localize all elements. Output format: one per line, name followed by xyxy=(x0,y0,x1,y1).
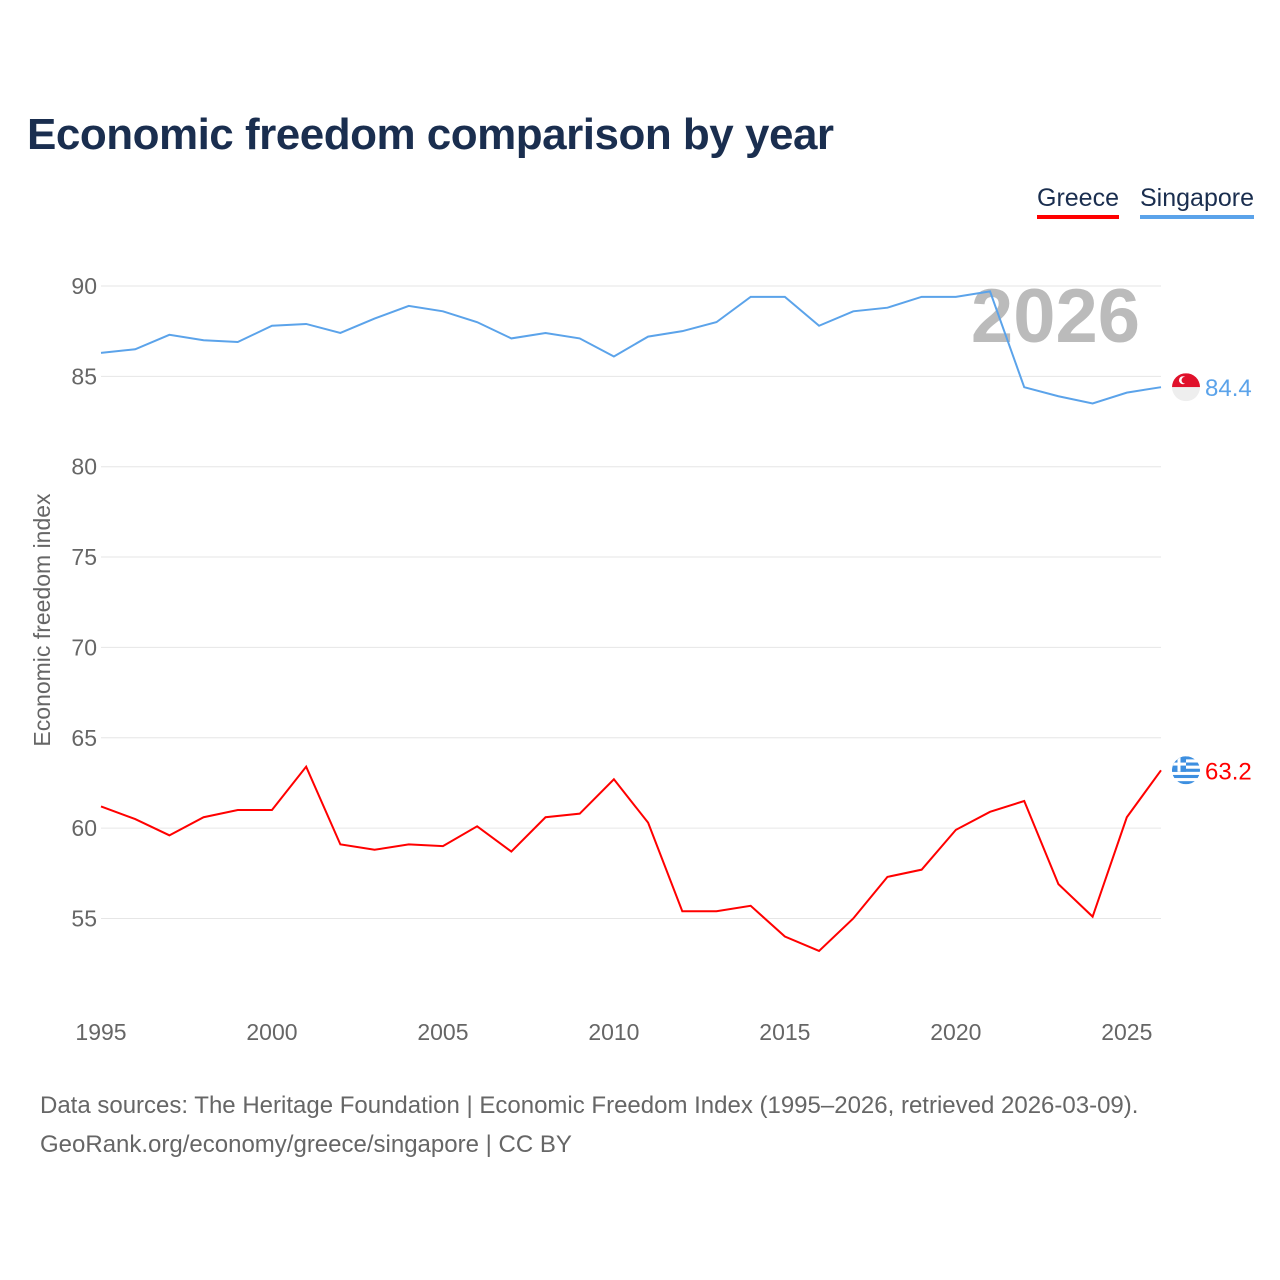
y-tick-label: 80 xyxy=(71,454,97,480)
greece-flag-icon xyxy=(1172,756,1200,785)
legend-singapore[interactable]: Singapore xyxy=(1140,184,1254,219)
y-tick-label: 90 xyxy=(71,273,97,299)
x-tick-label: 2010 xyxy=(588,1019,639,1045)
y-tick-label: 75 xyxy=(71,544,97,570)
year-watermark: 2026 xyxy=(971,274,1140,359)
y-tick-label: 60 xyxy=(71,815,97,841)
end-label-singapore: 84.4 xyxy=(1205,375,1252,402)
data-source: Data sources: The Heritage Foundation | … xyxy=(40,1092,1139,1119)
source-link[interactable]: GeoRank.org/economy/greece/singapore | C… xyxy=(40,1131,572,1158)
y-axis-label: Economic freedom index xyxy=(29,493,55,747)
x-tick-label: 2015 xyxy=(759,1019,810,1045)
y-tick-label: 65 xyxy=(71,725,97,751)
series-line-greece xyxy=(100,764,1162,953)
series-line-singapore xyxy=(100,290,1162,405)
x-tick-label: 2025 xyxy=(1101,1019,1152,1045)
y-tick-label: 85 xyxy=(71,363,97,389)
legend-greece[interactable]: Greece xyxy=(1037,184,1119,219)
x-tick-label: 2000 xyxy=(246,1019,297,1045)
footer: Data sources: The Heritage Foundation | … xyxy=(40,1086,1138,1164)
singapore-flag-icon xyxy=(1172,373,1200,402)
chart-title: Economic freedom comparison by year xyxy=(27,110,834,159)
x-tick-label: 2005 xyxy=(417,1019,468,1045)
x-tick-label: 1995 xyxy=(75,1019,126,1045)
end-label-greece: 63.2 xyxy=(1205,758,1252,785)
y-tick-label: 55 xyxy=(71,905,97,931)
y-tick-label: 70 xyxy=(71,634,97,660)
x-tick-label: 2020 xyxy=(930,1019,981,1045)
